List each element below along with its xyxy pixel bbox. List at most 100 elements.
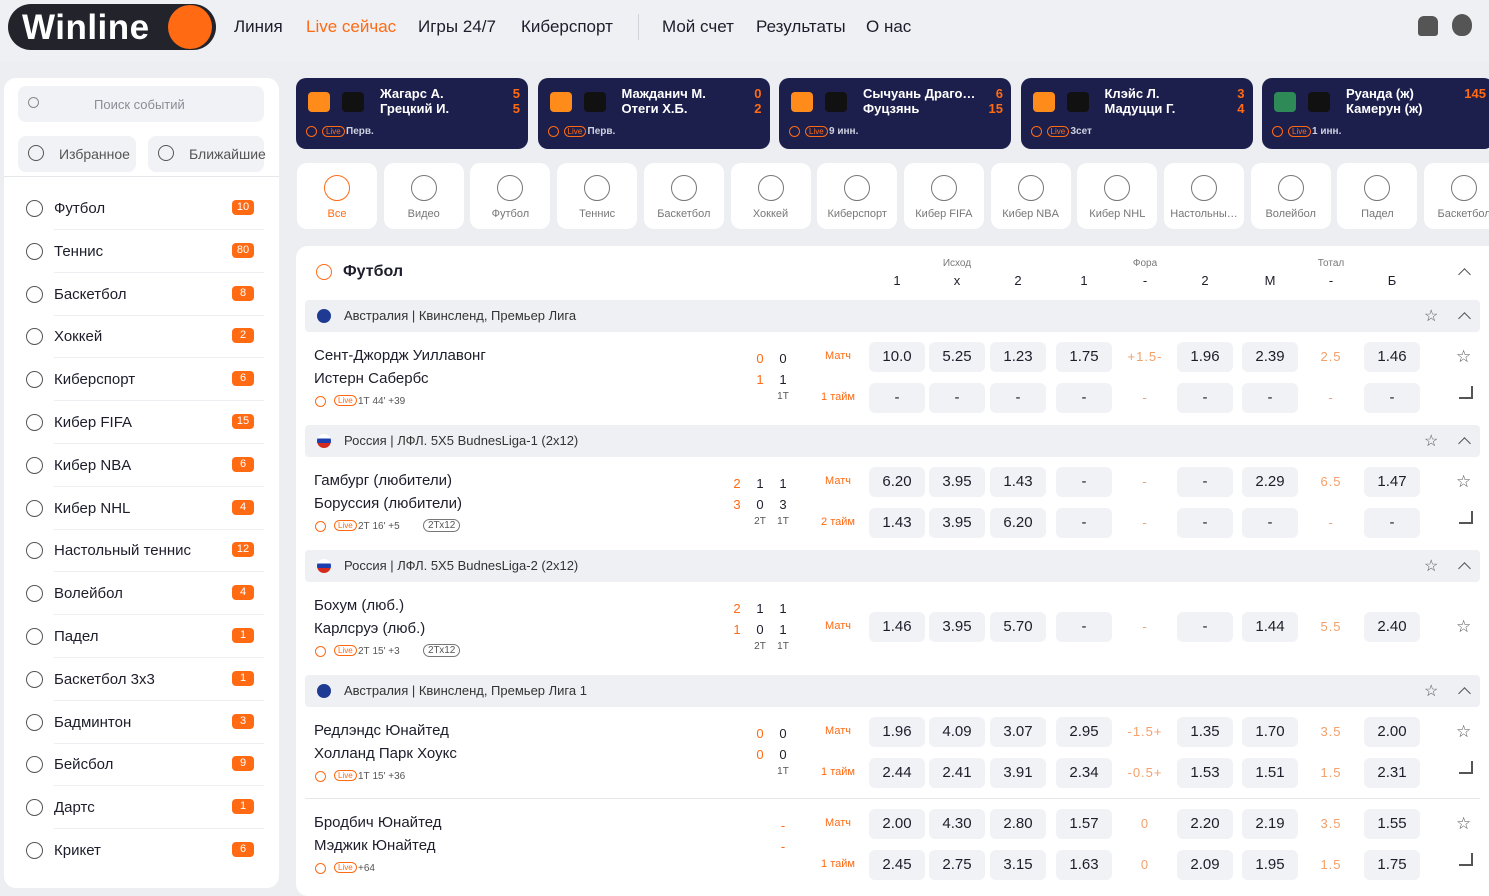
- odd-button[interactable]: 2.19: [1242, 809, 1298, 839]
- sport-tab[interactable]: Футбол: [470, 163, 551, 229]
- odd-button[interactable]: 3.15: [990, 850, 1046, 880]
- odd-button[interactable]: 1.55: [1364, 809, 1420, 839]
- team-name[interactable]: Карлсруэ (люб.): [314, 620, 426, 637]
- odd-button[interactable]: 4.30: [929, 809, 985, 839]
- stats-icon[interactable]: [1459, 853, 1473, 866]
- sport-tab[interactable]: Киберспорт: [817, 163, 898, 229]
- odd-button[interactable]: -: [1242, 383, 1298, 413]
- fav-star[interactable]: ☆: [1424, 558, 1439, 575]
- odd-button[interactable]: -: [1177, 612, 1233, 642]
- nav-link[interactable]: О нас: [866, 17, 912, 36]
- odd-button[interactable]: 4.09: [929, 717, 985, 747]
- team-name[interactable]: Гамбург (любители): [314, 472, 452, 489]
- team-name[interactable]: Боруссия (любители): [314, 495, 463, 512]
- odd-button[interactable]: 3.95: [929, 508, 985, 538]
- sport-tab[interactable]: Падел: [1337, 163, 1418, 229]
- sport-tab[interactable]: Кибер NHL: [1077, 163, 1158, 229]
- team-name[interactable]: Редлэндс Юнайтед: [314, 722, 449, 739]
- sport-item[interactable]: Кибер NHL 4: [4, 488, 279, 530]
- odd-button[interactable]: 2.41: [929, 758, 985, 788]
- live-card[interactable]: Сычуань Драго… Фуцзянь 6 15 Live 9 инн.: [779, 78, 1011, 149]
- team-name[interactable]: Истерн Сабербс: [314, 370, 429, 387]
- match-star[interactable]: ☆: [1456, 347, 1472, 366]
- match-star[interactable]: ☆: [1456, 814, 1472, 833]
- odd-button[interactable]: 2.80: [990, 809, 1046, 839]
- match-star[interactable]: ☆: [1456, 472, 1472, 491]
- live-card[interactable]: Жагарс А. Грецкий И. 5 5 Live Перв.: [296, 78, 528, 149]
- live-card[interactable]: Мажданич М. Отеги Х.Б. 0 2 Live Перв.: [537, 78, 770, 149]
- odd-button[interactable]: 1.46: [869, 612, 925, 642]
- sport-item[interactable]: Бейсбол 9: [4, 744, 279, 787]
- odd-button[interactable]: -: [1056, 508, 1112, 538]
- odd-button[interactable]: 1.70: [1242, 717, 1298, 747]
- sport-tab[interactable]: Хоккей: [730, 163, 811, 229]
- stats-icon[interactable]: [1459, 761, 1473, 774]
- odd-button[interactable]: 2.34: [1056, 758, 1112, 788]
- sport-item[interactable]: Теннис 80: [4, 231, 279, 273]
- odd-button[interactable]: 2.31: [1364, 758, 1420, 788]
- odd-button[interactable]: 2.00: [869, 809, 925, 839]
- odd-button[interactable]: -: [1177, 508, 1233, 538]
- sport-item[interactable]: Хоккей 2: [4, 316, 279, 359]
- sport-item[interactable]: Крикет 6: [4, 830, 279, 872]
- team-name[interactable]: Холланд Парк Хоукс: [314, 745, 457, 762]
- odd-button[interactable]: 1.63: [1056, 850, 1112, 880]
- fav-star[interactable]: ☆: [1424, 308, 1439, 325]
- odd-button[interactable]: -: [1056, 612, 1112, 642]
- sport-item[interactable]: Дартс 1: [4, 787, 279, 830]
- odd-button[interactable]: 2.75: [929, 850, 985, 880]
- sport-item[interactable]: Баскетбол 3х3 1: [4, 659, 279, 701]
- odd-button[interactable]: -: [1177, 383, 1233, 413]
- sport-item[interactable]: Падел 1: [4, 616, 279, 658]
- odd-button[interactable]: -: [1242, 508, 1298, 538]
- odd-button[interactable]: 1.43: [869, 508, 925, 538]
- sport-item[interactable]: Кибер NBA 6: [4, 445, 279, 487]
- odd-button[interactable]: 2.39: [1242, 342, 1298, 372]
- odd-button[interactable]: -: [1177, 467, 1233, 497]
- sport-tab[interactable]: Все: [297, 163, 377, 229]
- odd-button[interactable]: -: [1364, 508, 1420, 538]
- nav-link[interactable]: Результаты: [756, 17, 846, 36]
- odd-button[interactable]: -: [869, 383, 925, 413]
- team-name[interactable]: Бродбич Юнайтед: [314, 814, 442, 831]
- odd-button[interactable]: 6.20: [990, 508, 1046, 538]
- fav-star[interactable]: ☆: [1424, 433, 1439, 450]
- odd-button[interactable]: 1.35: [1177, 717, 1233, 747]
- stats-icon[interactable]: [1459, 511, 1473, 524]
- sport-item[interactable]: Волейбол 4: [4, 573, 279, 616]
- sport-item[interactable]: Кибер FIFA 15: [4, 402, 279, 444]
- odd-button[interactable]: 1.51: [1242, 758, 1298, 788]
- sport-tab[interactable]: Баскетбол: [643, 163, 724, 229]
- odd-button[interactable]: 1.43: [990, 467, 1046, 497]
- odd-button[interactable]: 1.96: [869, 717, 925, 747]
- nav-link[interactable]: Мой счет: [662, 17, 734, 36]
- sport-tab[interactable]: Теннис: [557, 163, 638, 229]
- sport-tab[interactable]: Баскетбол: [1424, 163, 1489, 229]
- odd-button[interactable]: 2.45: [869, 850, 925, 880]
- live-card[interactable]: Руанда (ж) Камерун (ж) 145 Live 1 инн.: [1262, 78, 1489, 149]
- odd-button[interactable]: 1.44: [1242, 612, 1298, 642]
- match-star[interactable]: ☆: [1456, 722, 1472, 741]
- nav-link[interactable]: Live сейчас: [306, 17, 397, 36]
- search-box[interactable]: Поиск событий: [18, 86, 264, 122]
- team-name[interactable]: Бохум (люб.): [314, 597, 405, 614]
- sport-tab[interactable]: Настольны…: [1164, 163, 1244, 229]
- live-card[interactable]: Клэйс Л. Мадуцци Г. 3 4 Live 3сет: [1020, 78, 1253, 149]
- odd-button[interactable]: 1.57: [1056, 809, 1112, 839]
- odd-button[interactable]: 5.70: [990, 612, 1046, 642]
- odd-button[interactable]: 5.25: [929, 342, 985, 372]
- sport-item[interactable]: Бадминтон 3: [4, 702, 279, 744]
- sport-item[interactable]: Футбол 10: [4, 188, 279, 230]
- sport-tab[interactable]: Кибер FIFA: [903, 163, 984, 229]
- odd-button[interactable]: 2.95: [1056, 717, 1112, 747]
- odd-button[interactable]: 2.44: [869, 758, 925, 788]
- odd-button[interactable]: 1.75: [1056, 342, 1112, 372]
- team-name[interactable]: Мэджик Юнайтед: [314, 837, 436, 854]
- odd-button[interactable]: 1.75: [1364, 850, 1420, 880]
- odd-button[interactable]: 6.20: [869, 467, 925, 497]
- odd-button[interactable]: 1.47: [1364, 467, 1420, 497]
- odd-button[interactable]: 3.07: [990, 717, 1046, 747]
- filter-button[interactable]: Избранное: [18, 136, 136, 172]
- android-icon[interactable]: [1418, 16, 1438, 36]
- odd-button[interactable]: 1.46: [1364, 342, 1420, 372]
